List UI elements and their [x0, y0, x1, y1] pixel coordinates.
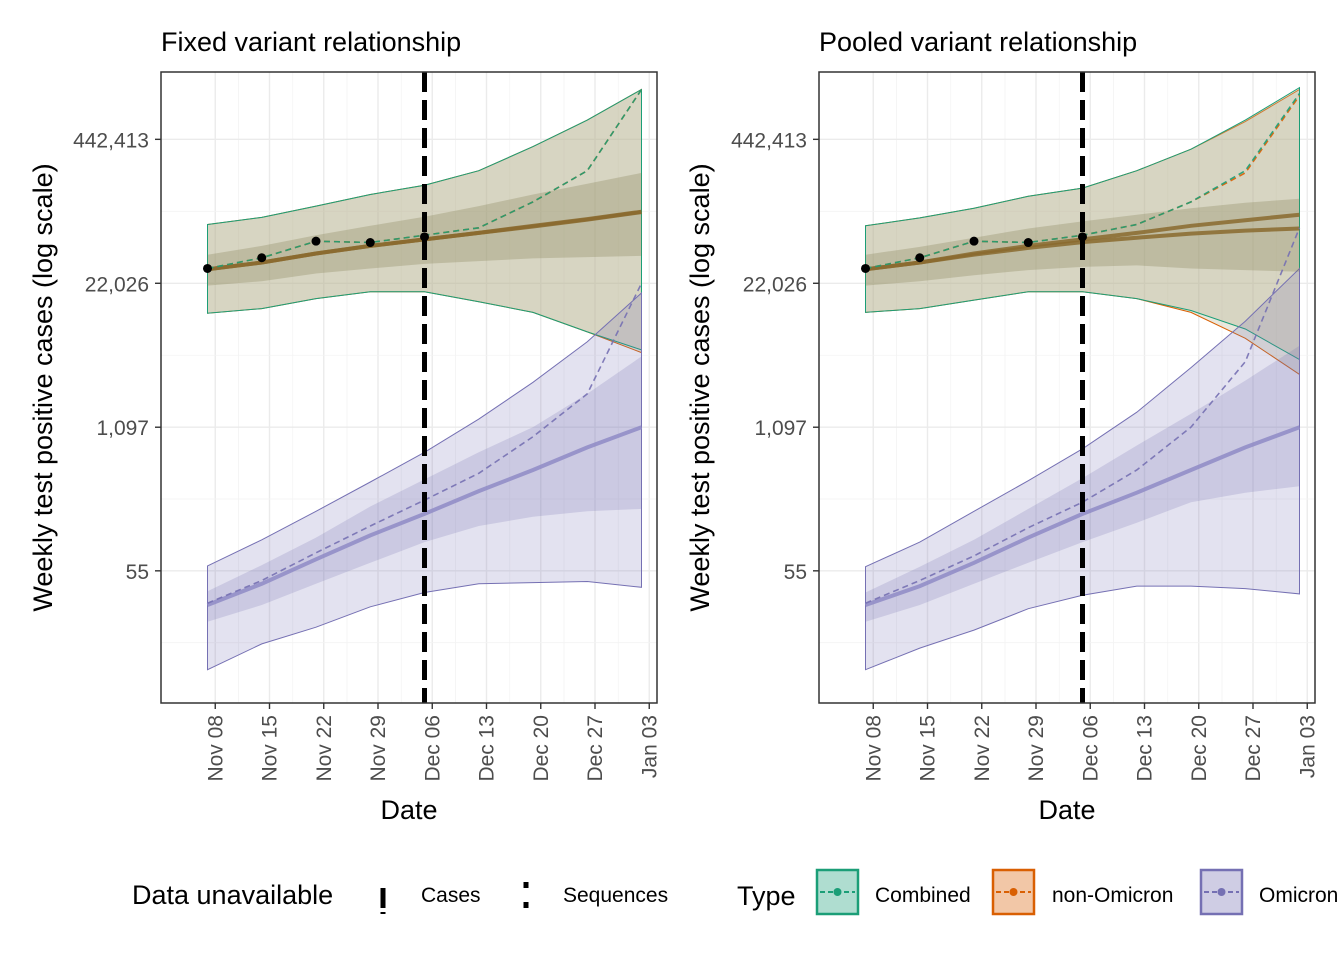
observed-case-point — [420, 232, 429, 242]
observed-case-point — [257, 253, 267, 263]
median-line-omicron — [864, 425, 1301, 607]
observed-case-point — [365, 238, 375, 248]
y-axis-label: Weekly test positive cases (log scale) — [685, 163, 715, 611]
panel-title: Pooled variant relationship — [819, 27, 1137, 57]
x-tick-label: Dec 27 — [584, 715, 607, 782]
y-tick-label: 1,097 — [754, 417, 807, 440]
legend-label-non-omicron: non-Omicron — [1052, 884, 1173, 907]
legend: Data unavailable Cases Sequences Type Co… — [132, 868, 1338, 916]
panel-border — [160, 71, 658, 704]
x-tick-label: Nov 08 — [862, 715, 885, 782]
observed-case-point — [1023, 238, 1033, 248]
x-axis-label: Date — [380, 795, 437, 825]
y-tick-label: 442,413 — [73, 129, 149, 152]
y-tick-label: 55 — [126, 561, 149, 584]
panel-title: Fixed variant relationship — [161, 27, 461, 57]
legend-label-omicron: Omicron — [1259, 884, 1338, 907]
x-tick-label: Nov 29 — [1025, 715, 1048, 782]
legend-key-non-omicron-point — [1009, 888, 1018, 896]
x-tick-label: Dec 06 — [1079, 715, 1102, 782]
observed-case-point — [203, 263, 212, 273]
median-line-omicron — [206, 425, 643, 607]
panel-fixed: 55 1,097 22,026 442,413 Nov 08 Nov 15 Nov 22 No… — [28, 27, 661, 825]
plot-background — [161, 72, 657, 703]
x-tick-label: Dec 13 — [476, 715, 499, 782]
observed-case-point — [915, 253, 925, 263]
y-tick-label: 22,026 — [743, 273, 807, 296]
x-tick-label: Nov 29 — [367, 715, 390, 782]
x-tick-label: Dec 13 — [1134, 715, 1157, 782]
legend-key-combined-point — [833, 888, 842, 896]
observed-case-point — [311, 236, 321, 246]
x-tick-label: Jan 03 — [638, 715, 661, 778]
legend-title-data-unavailable: Data unavailable — [132, 880, 333, 910]
x-tick-label: Nov 22 — [971, 715, 994, 782]
panel-border — [818, 71, 1316, 704]
legend-label-combined: Combined — [875, 884, 971, 907]
x-tick-label: Dec 20 — [530, 715, 553, 782]
legend-label-cases: Cases — [421, 884, 481, 907]
legend-label-sequences: Sequences — [563, 884, 668, 907]
ribbon50-omicron — [207, 356, 642, 622]
legend-key-omicron-point — [1217, 888, 1226, 896]
x-tick-label: Dec 27 — [1242, 715, 1265, 782]
x-tick-label: Nov 15 — [259, 715, 282, 782]
y-tick-label: 22,026 — [85, 273, 149, 296]
x-axis-label: Date — [1038, 795, 1095, 825]
legend-title-type: Type — [737, 881, 796, 911]
panel-pooled: 55 1,097 22,026 442,413 Nov 08 Nov 15 Nov 22 No… — [685, 27, 1319, 825]
y-axis-label: Weekly test positive cases (log scale) — [28, 163, 58, 611]
x-tick-label: Nov 22 — [313, 715, 336, 782]
plot-background — [819, 72, 1315, 703]
y-tick-label: 55 — [784, 561, 807, 584]
x-tick-label: Nov 15 — [917, 715, 940, 782]
x-tick-label: Dec 20 — [1188, 715, 1211, 782]
observed-case-point — [969, 236, 979, 246]
y-tick-label: 442,413 — [731, 129, 807, 152]
x-tick-label: Dec 06 — [421, 715, 444, 782]
observed-case-point — [1078, 232, 1087, 242]
y-tick-label: 1,097 — [96, 417, 149, 440]
x-tick-label: Jan 03 — [1296, 715, 1319, 778]
observed-case-point — [861, 263, 870, 273]
x-tick-label: Nov 08 — [204, 715, 227, 782]
